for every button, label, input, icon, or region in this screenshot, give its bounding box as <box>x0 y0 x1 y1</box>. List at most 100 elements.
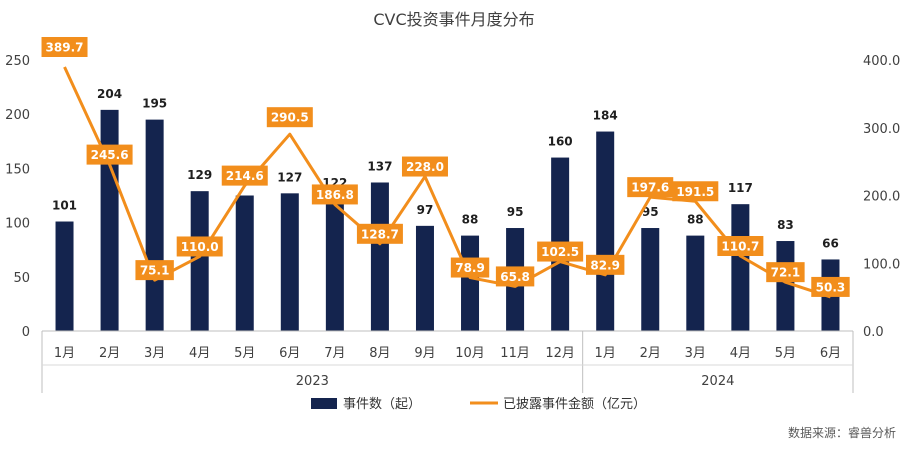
amount-data-label-11: 65.8 <box>495 266 535 287</box>
bar-data-label: 88 <box>462 213 479 227</box>
amount-label-text: 228.0 <box>406 160 444 174</box>
amount-label-text: 128.7 <box>361 227 399 241</box>
y-right-tick-label: 100.0 <box>863 257 900 272</box>
amount-label-box <box>356 223 403 244</box>
x-month-label: 8月 <box>369 346 390 361</box>
amount-label-text: 389.7 <box>46 41 84 55</box>
amount-line <box>63 66 831 299</box>
amount-label-box <box>221 165 268 186</box>
x-month-label: 11月 <box>500 346 530 361</box>
x-month-label: 2月 <box>640 346 661 361</box>
amount-label-box <box>811 276 850 297</box>
x-month-label: 9月 <box>414 346 435 361</box>
bar-9 <box>415 225 434 331</box>
amount-label-text: 82.9 <box>590 258 620 272</box>
amount-label-box <box>266 107 313 128</box>
amount-label-text: 78.9 <box>455 261 485 275</box>
x-month-label: 7月 <box>324 346 345 361</box>
amount-label-box <box>672 181 719 202</box>
x-month-label: 3月 <box>144 346 165 361</box>
x-month-label: 4月 <box>189 346 210 361</box>
bar-13 <box>596 131 615 331</box>
amount-data-label-3: 75.1 <box>135 260 174 281</box>
x-month-label: 1月 <box>54 346 75 361</box>
bar-data-label: 97 <box>417 203 434 217</box>
amount-label-box <box>627 177 674 198</box>
amount-data-label-10: 78.9 <box>450 257 490 278</box>
bar-16 <box>731 204 750 331</box>
bar-4 <box>190 191 209 331</box>
amount-label-box <box>176 236 223 257</box>
bar-15 <box>686 235 705 331</box>
x-month-label: 12月 <box>545 346 575 361</box>
bar-data-label: 66 <box>822 236 839 250</box>
bar-data-label: 204 <box>97 87 122 101</box>
amount-data-label-14: 197.6 <box>627 177 674 198</box>
amount-data-label-7: 186.8 <box>311 184 358 205</box>
bar-3 <box>145 119 164 332</box>
legend: 事件数（起） 已披露事件金额（亿元） <box>311 396 646 412</box>
amount-data-label-17: 72.1 <box>766 262 805 283</box>
x-month-label: 10月 <box>455 346 485 361</box>
amount-data-label-9: 228.0 <box>401 156 448 177</box>
y-left-tick-label: 0 <box>22 325 30 340</box>
y-left-tick-label: 100 <box>5 217 30 232</box>
bar-data-label: 101 <box>52 199 77 213</box>
x-month-label: 6月 <box>279 346 300 361</box>
amount-data-label-8: 128.7 <box>356 223 403 244</box>
amount-label-box <box>135 260 174 281</box>
bar-data-label: 95 <box>507 205 524 219</box>
amount-label-box <box>86 144 133 165</box>
amount-label-box <box>766 262 805 283</box>
bar-14 <box>641 228 660 331</box>
amount-label-text: 245.6 <box>91 148 129 162</box>
bar-data-label: 127 <box>277 170 302 184</box>
x-year-label: 2024 <box>701 374 734 389</box>
amount-label-text: 50.3 <box>816 280 846 294</box>
bar-10 <box>461 235 480 331</box>
y-left-tick-label: 150 <box>5 162 30 177</box>
amount-data-label-16: 110.7 <box>717 236 764 257</box>
x-year-label: 2023 <box>296 374 329 389</box>
bar-data-label: 117 <box>728 181 753 195</box>
source-note: 数据来源：睿兽分析 <box>788 425 896 440</box>
bar-data-label: 83 <box>777 218 794 232</box>
bar-5 <box>235 195 254 331</box>
x-month-label: 5月 <box>234 346 255 361</box>
amount-label-text: 75.1 <box>140 264 170 278</box>
bar-data-label: 137 <box>367 159 392 173</box>
amount-label-box <box>495 266 535 287</box>
amount-data-label-15: 191.5 <box>672 181 719 202</box>
y-left-tick-label: 50 <box>13 271 30 286</box>
amount-label-text: 110.7 <box>721 240 759 254</box>
x-month-label: 4月 <box>730 346 751 361</box>
x-month-label: 5月 <box>775 346 796 361</box>
legend-label-events: 事件数（起） <box>343 397 421 412</box>
amount-data-label-4: 110.0 <box>176 236 223 257</box>
amount-data-label-5: 214.6 <box>221 165 268 186</box>
amount-label-text: 102.5 <box>541 245 579 259</box>
amount-data-label-12: 102.5 <box>537 241 584 262</box>
amount-label-box <box>41 37 88 57</box>
amount-label-box <box>717 236 764 257</box>
amount-label-text: 110.0 <box>181 240 219 254</box>
x-month-label: 2月 <box>99 346 120 361</box>
y-right-tick-label: 400.0 <box>863 54 900 69</box>
amount-data-label-2: 245.6 <box>86 144 133 165</box>
amount-data-label-1: 389.7 <box>41 37 88 57</box>
amount-label-text: 290.5 <box>271 111 309 125</box>
legend-swatch-events <box>311 398 337 409</box>
amount-label-text: 65.8 <box>500 270 530 284</box>
bar-data-label: 88 <box>687 213 704 227</box>
bar-data-label: 160 <box>548 135 573 149</box>
bar-data-label: 95 <box>642 205 659 219</box>
legend-label-amount: 已披露事件金额（亿元） <box>503 396 646 412</box>
amount-data-label-18: 50.3 <box>811 276 850 297</box>
y-left-tick-label: 200 <box>5 108 30 123</box>
y-left-tick-label: 250 <box>5 54 30 69</box>
amount-label-text: 72.1 <box>771 266 801 280</box>
amount-label-text: 191.5 <box>676 185 714 199</box>
bar-data-label: 184 <box>593 109 618 123</box>
y-right-tick-label: 0.0 <box>863 325 884 340</box>
